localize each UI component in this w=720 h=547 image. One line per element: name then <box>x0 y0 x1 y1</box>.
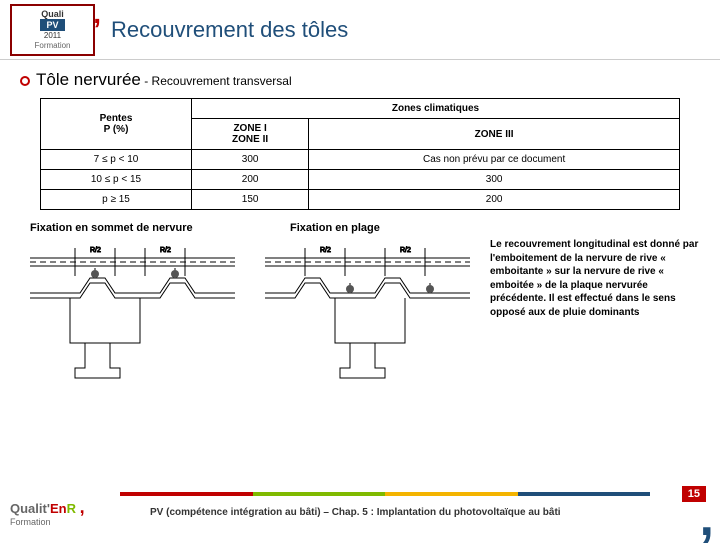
footer-sub: Formation <box>10 518 110 528</box>
logo-text: Quali <box>41 9 64 19</box>
table-row: 10 ≤ p < 15 200 300 <box>41 170 680 190</box>
th-pentes-l1: Pentes <box>47 113 185 124</box>
cell: 150 <box>191 190 308 210</box>
cell: 300 <box>191 150 308 170</box>
header: , Quali PV 2011 Formation Recouvrement d… <box>0 0 720 60</box>
label-sommet: Fixation en sommet de nervure <box>30 222 240 234</box>
paragraph-longitudinal: Le recouvrement longitudinal est donné p… <box>490 238 700 319</box>
zone1-l2: ZONE II <box>198 134 302 145</box>
logo-formation: Formation <box>34 41 70 50</box>
zone1-l1: ZONE I <box>198 123 302 134</box>
th-zone3: ZONE III <box>309 119 680 150</box>
table-row: p ≥ 15 150 200 <box>41 190 680 210</box>
footer-inner: Qualit'EnR , Formation PV (compétence in… <box>0 496 720 528</box>
th-pentes-l2: P (%) <box>47 124 185 135</box>
footer: Qualit'EnR , Formation PV (compétence in… <box>0 492 720 540</box>
diagram-plage: R/2 R/2 <box>255 238 480 388</box>
bullet-icon <box>20 76 30 86</box>
footer-brand: Qualit'EnR , <box>10 498 110 518</box>
content-area: Tôle nervurée - Recouvrement transversal… <box>0 60 720 388</box>
diagram-row: R/2 R/2 R/2 R/2 <box>20 238 700 388</box>
th-zones: Zones climatiques <box>191 99 679 119</box>
subtitle-sub: - Recouvrement transversal <box>141 74 292 88</box>
big-comma-icon: , <box>700 503 714 534</box>
th-pentes: Pentes P (%) <box>41 99 192 150</box>
logo-pv: PV <box>40 19 64 31</box>
logo-year: 2011 <box>44 31 61 40</box>
cell: Cas non prévu par ce document <box>309 150 680 170</box>
page-number: 15 <box>682 486 706 502</box>
subtitle-main: Tôle nervurée <box>36 70 141 89</box>
label-plage: Fixation en plage <box>290 222 380 234</box>
svg-text:R/2: R/2 <box>160 247 171 254</box>
page-title: Recouvrement des tôles <box>111 17 348 43</box>
cell: 200 <box>309 190 680 210</box>
brand-logo: , Quali PV 2011 Formation <box>10 4 95 56</box>
section-subtitle: Tôle nervurée - Recouvrement transversal <box>20 70 700 90</box>
footer-text: PV (compétence intégration au bâti) – Ch… <box>150 507 561 518</box>
cell: 300 <box>309 170 680 190</box>
diagram-sommet: R/2 R/2 <box>20 238 245 388</box>
svg-text:R/2: R/2 <box>90 247 101 254</box>
diagram-labels: Fixation en sommet de nervure Fixation e… <box>30 222 700 234</box>
cell: 7 ≤ p < 10 <box>41 150 192 170</box>
footer-logo: Qualit'EnR , Formation <box>10 498 110 528</box>
cell: 10 ≤ p < 15 <box>41 170 192 190</box>
table-row: 7 ≤ p < 10 300 Cas non prévu par ce docu… <box>41 150 680 170</box>
cell: 200 <box>191 170 308 190</box>
th-zone12: ZONE I ZONE II <box>191 119 308 150</box>
cell: p ≥ 15 <box>41 190 192 210</box>
zones-table: Pentes P (%) Zones climatiques ZONE I ZO… <box>40 98 680 210</box>
svg-text:R/2: R/2 <box>320 247 331 254</box>
comma-icon: , <box>93 0 101 30</box>
svg-text:R/2: R/2 <box>400 247 411 254</box>
